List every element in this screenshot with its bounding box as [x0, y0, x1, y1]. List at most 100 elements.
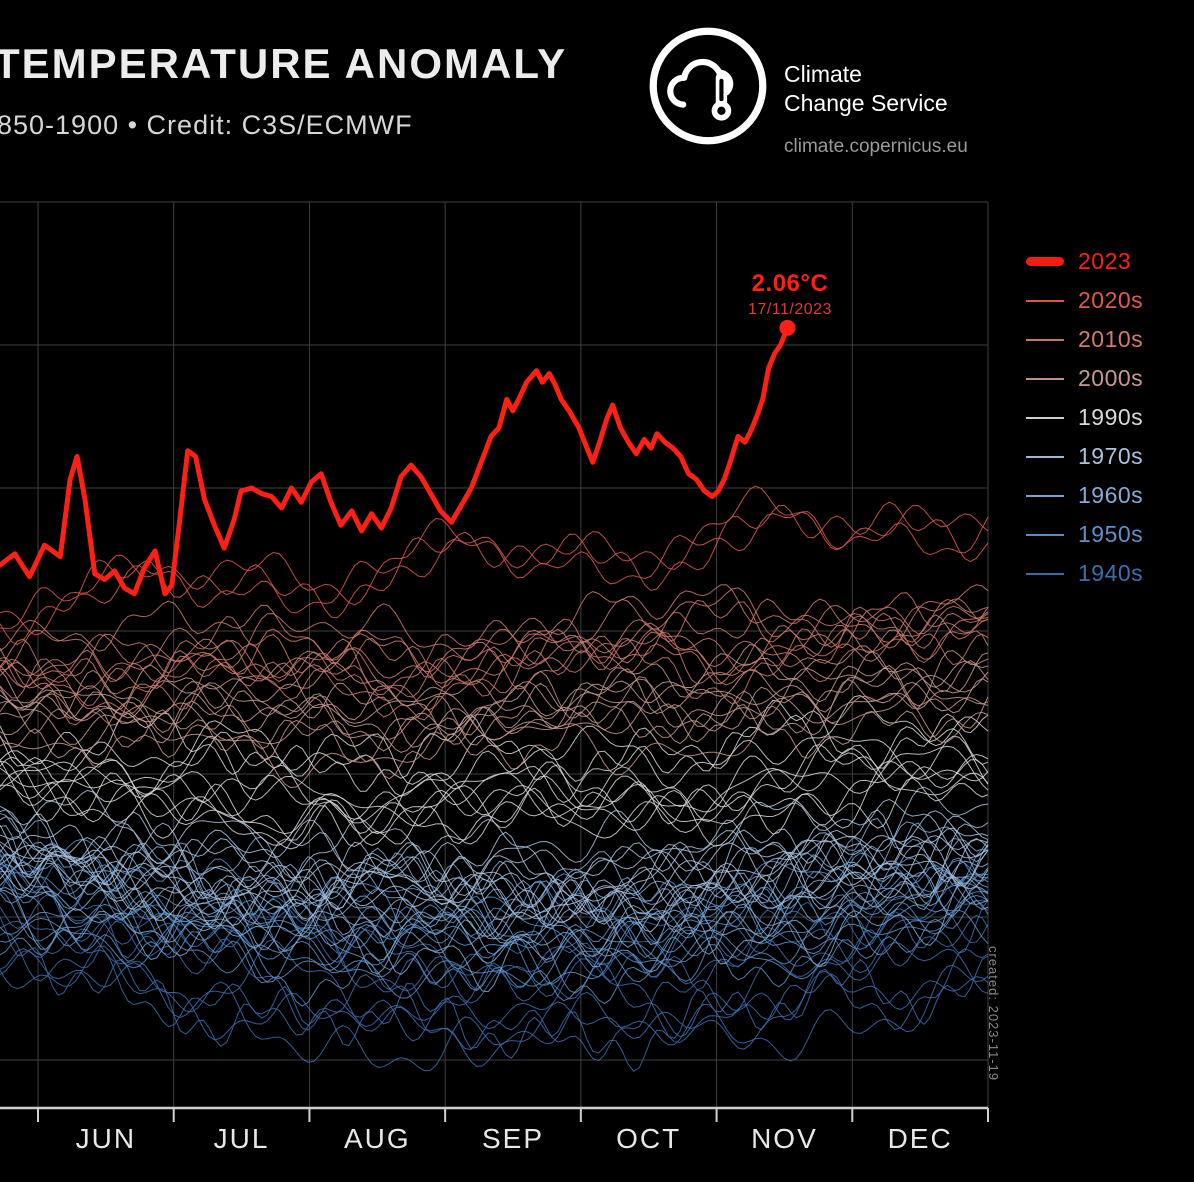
series-line-1940s — [0, 894, 989, 998]
org-name-line1: Climate — [784, 61, 862, 87]
c3s-logo: Climate Change Service climate.copernicu… — [646, 24, 1066, 164]
series-line-1950s — [0, 889, 989, 994]
legend-swatch — [1026, 572, 1064, 575]
series-line-1970s — [0, 786, 989, 897]
series-line-1970s — [0, 816, 989, 897]
series-line-2010s — [0, 584, 989, 682]
legend-item-1940s: 1940s — [1026, 554, 1143, 593]
x-axis-label: SEP — [482, 1123, 544, 1154]
legend-swatch — [1026, 377, 1064, 380]
legend-label: 1960s — [1078, 482, 1144, 508]
x-axis-label: NOV — [751, 1123, 818, 1154]
series-line-1990s — [0, 760, 989, 850]
series-line-1970s — [0, 823, 989, 930]
series-line-1950s — [0, 899, 989, 1007]
series-line-1950s — [0, 849, 989, 964]
x-axis-label: JUN — [76, 1123, 136, 1154]
legend-swatch — [1026, 455, 1064, 458]
series-endpoint-dot — [779, 319, 796, 336]
legend-swatch — [1026, 494, 1064, 497]
org-name: Climate Change Service — [784, 60, 948, 118]
series-line-1990s — [0, 694, 989, 797]
series-line-2010s — [0, 598, 989, 695]
legend-item-2023: 2023 — [1026, 242, 1143, 281]
series-line-2010s — [0, 606, 989, 711]
series-line-2010s — [0, 584, 989, 673]
legend-label: 2020s — [1078, 287, 1144, 313]
series-line-1940s — [0, 927, 989, 1062]
series-line-1970s — [0, 810, 989, 908]
legend-label: 2010s — [1078, 326, 1144, 352]
legend-item-2010s: 2010s — [1026, 320, 1143, 359]
series-line-1940s — [0, 861, 989, 1004]
ensemble-lines — [0, 485, 989, 1072]
legend-label: 1990s — [1078, 404, 1144, 430]
legend-label: 2023 — [1078, 248, 1132, 274]
series-line-1960s — [0, 853, 989, 976]
x-axis-label: DEC — [888, 1123, 953, 1154]
x-axis-label: JUL — [214, 1123, 270, 1154]
series-line-1960s — [0, 821, 989, 928]
x-axis-label: AUG — [344, 1123, 411, 1154]
c3s-cloud-thermometer-icon — [649, 27, 767, 145]
page-title: TEMPERATURE ANOMALY — [0, 40, 568, 87]
series-line-1940s — [0, 916, 989, 1072]
legend-label: 1940s — [1078, 560, 1144, 586]
series-line-1990s — [0, 714, 989, 804]
series-line-1970s — [0, 809, 989, 915]
legend-item-1990s: 1990s — [1026, 398, 1143, 437]
series-line-1940s — [0, 914, 989, 1042]
page-subtitle: 850-1900 • Credit: C3S/ECMWF — [0, 110, 413, 140]
legend-label: 2000s — [1078, 365, 1144, 391]
series-line-2010s — [0, 611, 989, 702]
series-line-2020s — [0, 485, 989, 636]
legend-swatch — [1026, 257, 1064, 266]
org-name-line2: Change Service — [784, 90, 948, 116]
series-line-1990s — [0, 735, 989, 835]
series-line-2000s — [0, 650, 989, 758]
series-line-2000s — [0, 696, 989, 780]
legend-item-2020s: 2020s — [1026, 281, 1143, 320]
series-line-2020s — [0, 501, 989, 646]
series-line-1990s — [0, 753, 989, 845]
peak-annotation: 2.06°C 17/11/2023 — [714, 270, 866, 319]
legend-swatch — [1026, 299, 1064, 302]
series-line-2020s — [0, 511, 989, 629]
peak-annotation-value: 2.06°C — [751, 270, 829, 297]
series-line-1950s — [0, 859, 989, 985]
series-line-1970s — [0, 815, 989, 920]
chart-legend: 2023 2020s 2010s 2000s 1990s 1970s 1960s 1950s 1… — [1026, 242, 1143, 593]
series-line-1950s — [0, 838, 989, 957]
series-line-2023 — [0, 325, 790, 597]
org-url: climate.copernicus.eu — [784, 136, 968, 157]
legend-swatch — [1026, 533, 1064, 536]
series-line-1950s — [0, 873, 989, 999]
series-line-1990s — [0, 745, 989, 835]
legend-item-1960s: 1960s — [1026, 476, 1143, 515]
series-line-1990s — [0, 743, 989, 834]
series-line-1960s — [0, 876, 989, 993]
series-line-2000s — [0, 650, 989, 763]
series-line-1990s — [0, 748, 989, 846]
x-axis-label: OCT — [616, 1123, 681, 1154]
legend-label: 1970s — [1078, 443, 1144, 469]
series-line-2010s — [0, 614, 989, 726]
legend-item-2000s: 2000s — [1026, 359, 1143, 398]
created-timestamp: created: 2023-11-19 — [986, 946, 1001, 1082]
series-line-1940s — [0, 945, 989, 1072]
series-line-1970s — [0, 789, 989, 885]
series-line-2000s — [0, 664, 989, 752]
legend-label: 1950s — [1078, 521, 1144, 547]
series-line-1950s — [0, 852, 989, 960]
series-line-1940s — [0, 920, 989, 1043]
legend-item-1970s: 1970s — [1026, 437, 1143, 476]
series-line-1960s — [0, 841, 989, 958]
series-line-1970s — [0, 839, 989, 920]
series-line-2000s — [0, 662, 989, 745]
peak-annotation-date: 17/11/2023 — [748, 301, 832, 318]
legend-swatch — [1026, 338, 1064, 341]
series-line-2010s — [0, 599, 989, 699]
series-line-2010s — [0, 598, 989, 715]
